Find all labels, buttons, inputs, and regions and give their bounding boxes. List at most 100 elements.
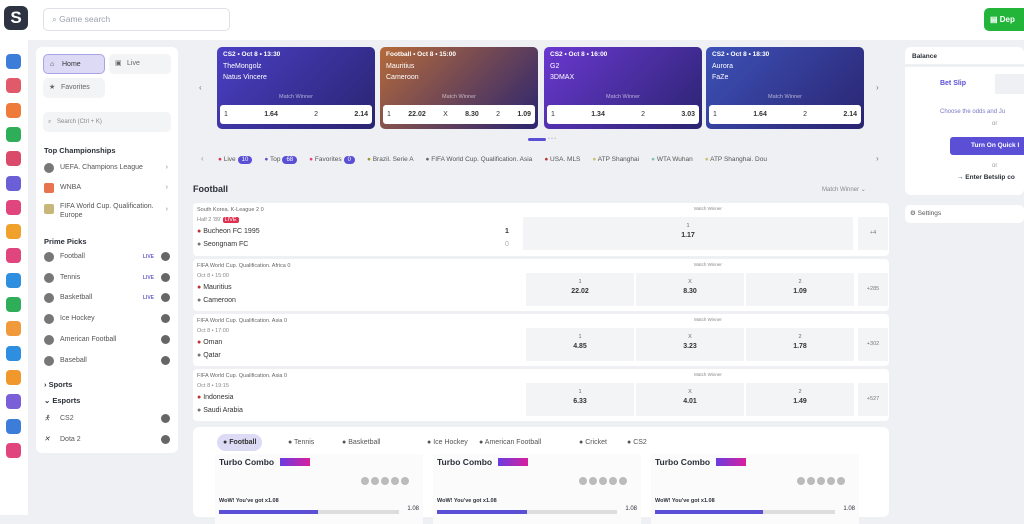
filter-chip[interactable]: ● FIFA World Cup. Qualification. Asia (426, 156, 533, 163)
product-icon[interactable] (6, 199, 21, 215)
match-row[interactable]: FIFA World Cup. Qualification. Africa 0 O… (193, 259, 889, 311)
product-icon[interactable] (6, 248, 21, 264)
sport-tab[interactable]: ● Ice Hockey (421, 434, 474, 451)
odds-button[interactable]: 1 1.17 (523, 217, 853, 250)
logo[interactable]: S (4, 6, 28, 30)
sport-tab[interactable]: ● American Football (473, 434, 547, 451)
odds-row[interactable]: 1 1.64 2 2.14 (220, 105, 372, 124)
filter-chip[interactable]: ● ATP Shanghai (592, 156, 639, 163)
esports-item-cs2[interactable]: 🯅 CS2 (44, 412, 172, 426)
turbo-combo-card[interactable]: Turbo Combo WoW! You've got x1.08 1.08 (651, 454, 859, 524)
esports-item-dota2[interactable]: ✕ Dota 2 (44, 433, 172, 447)
carousel-prev-button[interactable]: ‹ (199, 83, 202, 92)
product-icon[interactable] (6, 345, 21, 361)
game-search-input[interactable]: ⌕ Game search (43, 8, 230, 31)
odds-button[interactable]: 1 22.02 (526, 273, 634, 306)
market-select[interactable]: Match Winner ⌄ (822, 186, 866, 193)
carousel-next-button[interactable]: › (876, 83, 879, 92)
match-row[interactable]: FIFA World Cup. Qualification. Asia 0 Oct… (193, 369, 889, 421)
product-icon[interactable] (6, 224, 21, 240)
sports-toggle[interactable]: › Sports (44, 380, 73, 389)
sport-tab[interactable]: ● Cricket (573, 434, 613, 451)
sport-tab[interactable]: ● CS2 (621, 434, 653, 451)
sport-tab[interactable]: ● Tennis (282, 434, 320, 451)
product-icon[interactable] (6, 321, 21, 337)
featured-match-card[interactable]: CS2 • Oct 8 • 16:00 G2 3DMAX Match Winner 1 1… (544, 47, 702, 129)
carousel-dot-active[interactable] (528, 138, 546, 141)
filter-chip[interactable]: ● WTA Wuhan (651, 156, 693, 163)
product-icon[interactable] (6, 297, 21, 312)
product-icon[interactable] (6, 78, 21, 94)
enter-betslip-code-link[interactable]: → Enter Betslip co (957, 174, 1015, 181)
filters-prev-button[interactable]: ‹ (201, 154, 204, 163)
quick-bet-button[interactable]: Turn On Quick I (950, 137, 1024, 155)
product-icon[interactable] (6, 54, 21, 69)
sport-tab[interactable]: ● Football (217, 434, 263, 451)
odds-button[interactable]: X 4.01 (636, 383, 744, 416)
filter-chip[interactable]: ● Top 68 (264, 156, 298, 164)
plus-icon[interactable] (161, 435, 170, 444)
filter-chip[interactable]: ● USA. MLS (544, 156, 580, 163)
odds-button[interactable]: 1 4.85 (526, 328, 634, 361)
more-markets-button[interactable]: +302 (858, 328, 888, 361)
plus-icon[interactable] (161, 272, 170, 282)
odds-button[interactable]: 2 1.09 (746, 273, 854, 306)
filter-chip[interactable]: ● Live 10 (218, 156, 253, 164)
featured-match-card[interactable]: Football • Oct 8 • 15:00 Mauritius Cameroo… (380, 47, 538, 129)
product-icon[interactable] (6, 394, 21, 410)
plus-icon[interactable] (161, 334, 170, 344)
deposit-button[interactable]: ▤ Dep (984, 8, 1024, 31)
carousel-dots[interactable]: • • • (548, 136, 557, 142)
prime-pick-item[interactable]: American Football (44, 333, 172, 347)
prime-pick-item[interactable]: Ice Hockey (44, 312, 172, 326)
championship-item[interactable]: UEFA. Champions League › (44, 161, 172, 175)
product-icon[interactable] (6, 418, 21, 434)
favorites-button[interactable]: ★ Favorites (43, 78, 105, 98)
odds-button[interactable]: X 8.30 (636, 273, 744, 306)
product-icon[interactable] (6, 442, 21, 458)
home-button[interactable]: ⌂ Home (43, 54, 105, 74)
product-icon[interactable] (6, 151, 21, 167)
esports-toggle[interactable]: ⌄ Esports (44, 396, 81, 405)
championship-item[interactable]: FIFA World Cup. Qualification. Europe › (44, 202, 172, 222)
odds-row[interactable]: 1 1.34 2 3.03 (547, 105, 699, 124)
plus-icon[interactable] (161, 314, 170, 324)
more-markets-button[interactable]: +285 (858, 273, 888, 306)
turbo-combo-card[interactable]: Turbo Combo WoW! You've got x1.08 1.08 (215, 454, 423, 524)
featured-match-card[interactable]: CS2 • Oct 8 • 13:30 TheMongolz Natus Vince… (217, 47, 375, 129)
product-icon[interactable] (6, 175, 21, 191)
match-row[interactable]: FIFA World Cup. Qualification. Asia 0 Oct… (193, 314, 889, 366)
odds-row[interactable]: 1 1.64 2 2.14 (709, 105, 861, 124)
odds-button[interactable]: X 3.23 (636, 328, 744, 361)
filter-chip[interactable]: ● ATP Shanghai. Dou (705, 156, 767, 163)
featured-match-card[interactable]: CS2 • Oct 8 • 18:30 Aurora FaZe Match Winne… (706, 47, 864, 129)
tab-bet-slip[interactable]: Bet Slip (939, 80, 967, 87)
product-icon[interactable] (6, 272, 21, 288)
live-button[interactable]: ▣ Live (109, 54, 171, 74)
prime-pick-item[interactable]: Baseball (44, 354, 172, 368)
sport-tab[interactable]: ● Basketball (336, 434, 386, 451)
odds-button[interactable]: 2 1.49 (746, 383, 854, 416)
prime-pick-item[interactable]: Basketball LIVE (44, 291, 172, 305)
championship-item[interactable]: WNBA › (44, 181, 172, 195)
prime-pick-item[interactable]: Football LIVE (44, 250, 172, 264)
plus-icon[interactable] (161, 355, 170, 365)
match-row[interactable]: South Korea. K-League 2 0 Half 2 '89' LIV… (193, 203, 889, 256)
plus-icon[interactable] (161, 414, 170, 423)
tab-other[interactable] (995, 74, 1024, 94)
filter-chip[interactable]: ● Brazil. Serie A (367, 156, 414, 163)
odds-button[interactable]: 2 1.78 (746, 328, 854, 361)
product-icon[interactable] (6, 126, 21, 142)
turbo-combo-card[interactable]: Turbo Combo WoW! You've got x1.08 1.08 (433, 454, 641, 524)
odds-row[interactable]: 1 22.02 X 8.30 2 1.09 (383, 105, 535, 124)
more-markets-button[interactable]: +4 (858, 217, 888, 250)
plus-icon[interactable] (161, 293, 170, 303)
filters-next-button[interactable]: › (876, 154, 879, 163)
product-icon[interactable] (6, 369, 21, 385)
sidebar-search-input[interactable]: ⌕ Search (Ctrl + K) (43, 112, 171, 132)
more-markets-button[interactable]: +527 (858, 383, 888, 416)
settings-button[interactable]: ⚙ Settings (905, 205, 1024, 223)
product-icon[interactable] (6, 102, 21, 118)
plus-icon[interactable] (161, 252, 170, 261)
odds-button[interactable]: 1 6.33 (526, 383, 634, 416)
